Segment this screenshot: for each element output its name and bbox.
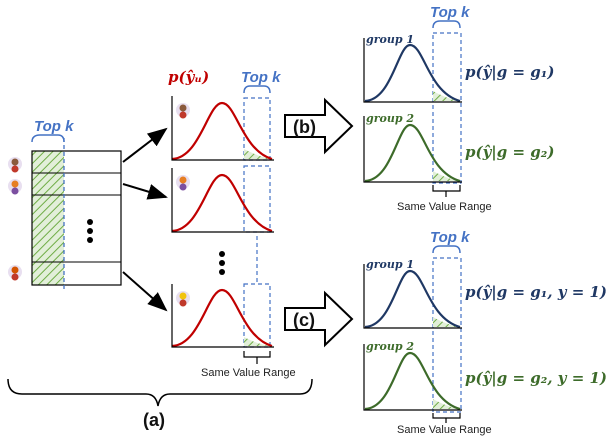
ellipsis-dot: [219, 269, 225, 275]
ellipsis-dot: [87, 237, 93, 243]
ellipsis-dot: [219, 251, 225, 257]
user-dist-plot: [171, 96, 274, 161]
middle-range-bracket: [243, 351, 271, 358]
b-group2-plot: group 2 p(ŷ|g = g₂): [363, 112, 554, 183]
topk-hatched-region: [32, 151, 64, 285]
arrow-to-dist-2: [122, 183, 168, 200]
middle-topk-brace: [243, 85, 271, 94]
block-arrow-c: (c): [284, 290, 354, 348]
ellipsis-dot: [219, 260, 225, 266]
user-dist-plot: [171, 283, 274, 348]
b-group1-plot: group 1 p(ŷ|g = g₁): [363, 33, 554, 103]
user-dist-plot: [171, 165, 274, 233]
matrix-section: Top k: [8, 118, 122, 292]
user-distributions: p(ŷᵤ) Top k: [168, 68, 296, 379]
user-item-matrix: [31, 150, 122, 286]
ellipsis-dot: [87, 219, 93, 225]
step-a-label: (a): [143, 410, 165, 430]
b-group1-label: group 1: [366, 33, 414, 46]
user-avatar: [8, 157, 22, 173]
p-y-u-label: p(ŷᵤ): [168, 68, 209, 86]
arrow-to-dist-1: [122, 127, 168, 163]
user-avatar: [8, 179, 22, 195]
matrix-topk-brace: [31, 134, 65, 143]
c-group2-formula: p(ŷ|g = g₂, y = 1): [465, 369, 607, 387]
block-arrow-b: (b): [284, 97, 354, 155]
c-group2-label: group 2: [366, 340, 414, 353]
middle-topk-label: Top k: [241, 69, 281, 86]
arrow-to-dist-3: [122, 271, 168, 312]
ellipsis-dot: [87, 228, 93, 234]
step-c-label: (c): [293, 310, 315, 330]
c-group1-label: group 1: [366, 258, 414, 271]
c-group1-formula: p(ŷ|g = g₁, y = 1): [465, 283, 607, 301]
c-group1-plot: group 1 p(ŷ|g = g₁, y = 1): [363, 258, 607, 329]
b-group1-formula: p(ŷ|g = g₁): [465, 63, 554, 81]
c-topk-label: Top k: [430, 229, 470, 246]
brace-a: (a): [7, 378, 313, 430]
user-avatar: [8, 265, 22, 281]
c-group2-plot: group 2 p(ŷ|g = g₂, y = 1): [363, 340, 607, 411]
middle-range-label: Same Value Range: [201, 367, 296, 379]
b-group2-label: group 2: [366, 112, 414, 125]
b-topk-label: Top k: [430, 4, 470, 21]
c-range-label: Same Value Range: [397, 424, 492, 436]
b-range-label: Same Value Range: [397, 201, 492, 213]
group-panels-c: Top k group 1 p(ŷ|g = g₁, y = 1) group 2…: [363, 229, 607, 436]
group-panels-b: Top k group 1 p(ŷ|g = g₁) group 2 p(ŷ|g …: [363, 4, 554, 213]
step-b-label: (b): [293, 117, 316, 137]
b-group2-formula: p(ŷ|g = g₂): [465, 143, 554, 161]
matrix-topk-label: Top k: [34, 118, 74, 135]
